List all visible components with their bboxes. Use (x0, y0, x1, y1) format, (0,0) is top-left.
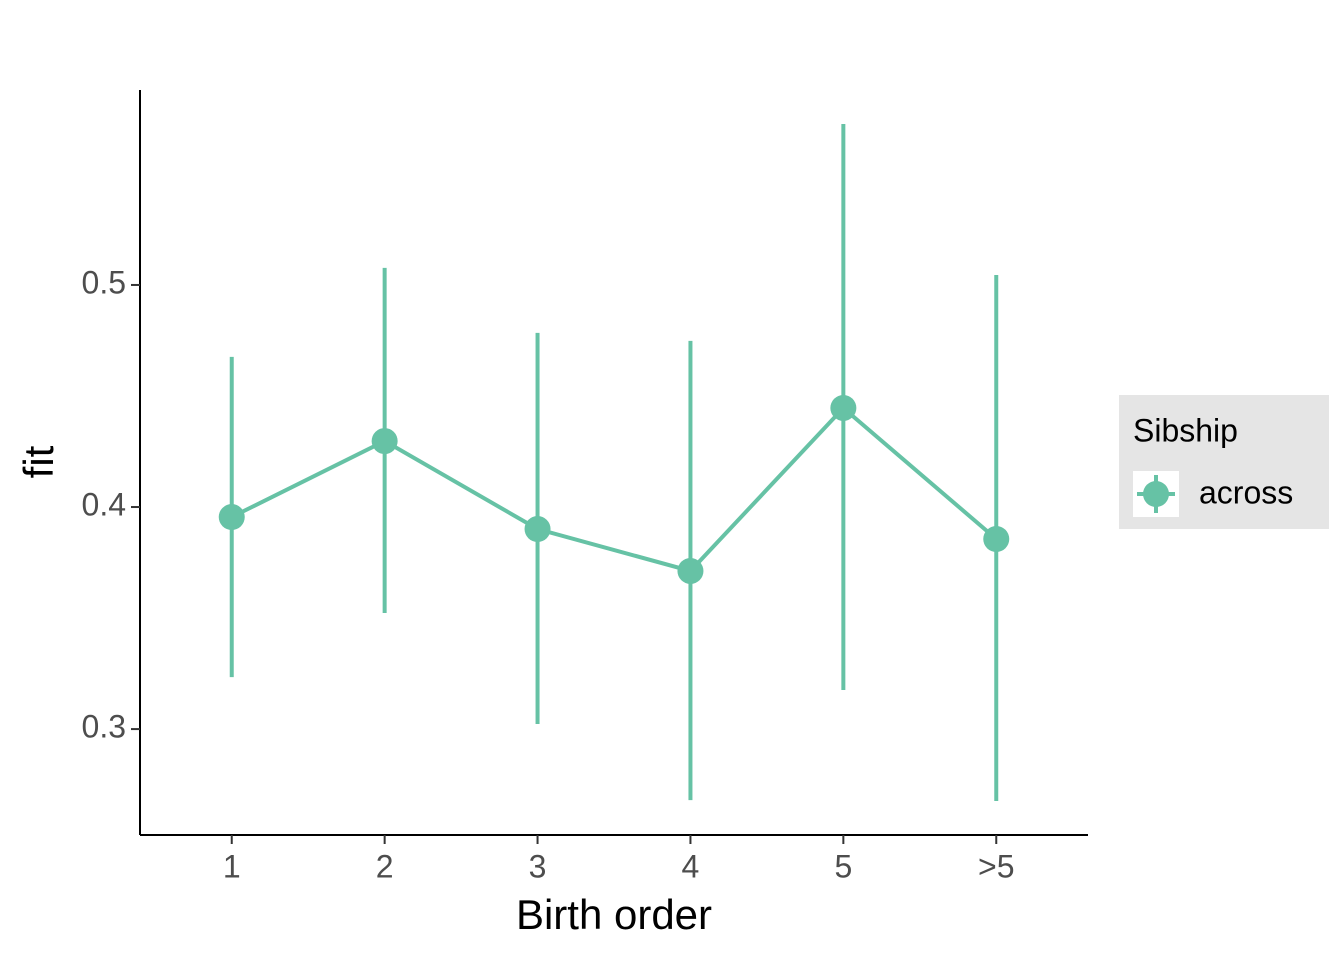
legend-title: Sibship (1133, 412, 1238, 448)
point (524, 516, 551, 543)
legend-label: across (1199, 474, 1293, 510)
x-axis-title: Birth order (516, 891, 712, 938)
x-tick-label: 1 (223, 848, 241, 884)
x-tick-label: 2 (376, 848, 394, 884)
point (983, 525, 1010, 552)
y-tick-label: 0.4 (82, 486, 126, 522)
point (371, 428, 398, 455)
y-tick-label: 0.3 (82, 709, 126, 745)
legend: Sibship across (1119, 395, 1329, 529)
x-tick-label: 5 (834, 848, 852, 884)
legend-key-point (1143, 481, 1169, 507)
series-line (230, 405, 998, 574)
x-tick-label: 3 (529, 848, 547, 884)
point (830, 394, 857, 421)
x-tick-label: 4 (682, 848, 700, 884)
point (677, 557, 704, 584)
y-tick-label: 0.5 (82, 264, 126, 300)
point (218, 504, 245, 531)
x-tick-label: >5 (978, 848, 1014, 884)
y-axis-title: fit (15, 445, 62, 478)
